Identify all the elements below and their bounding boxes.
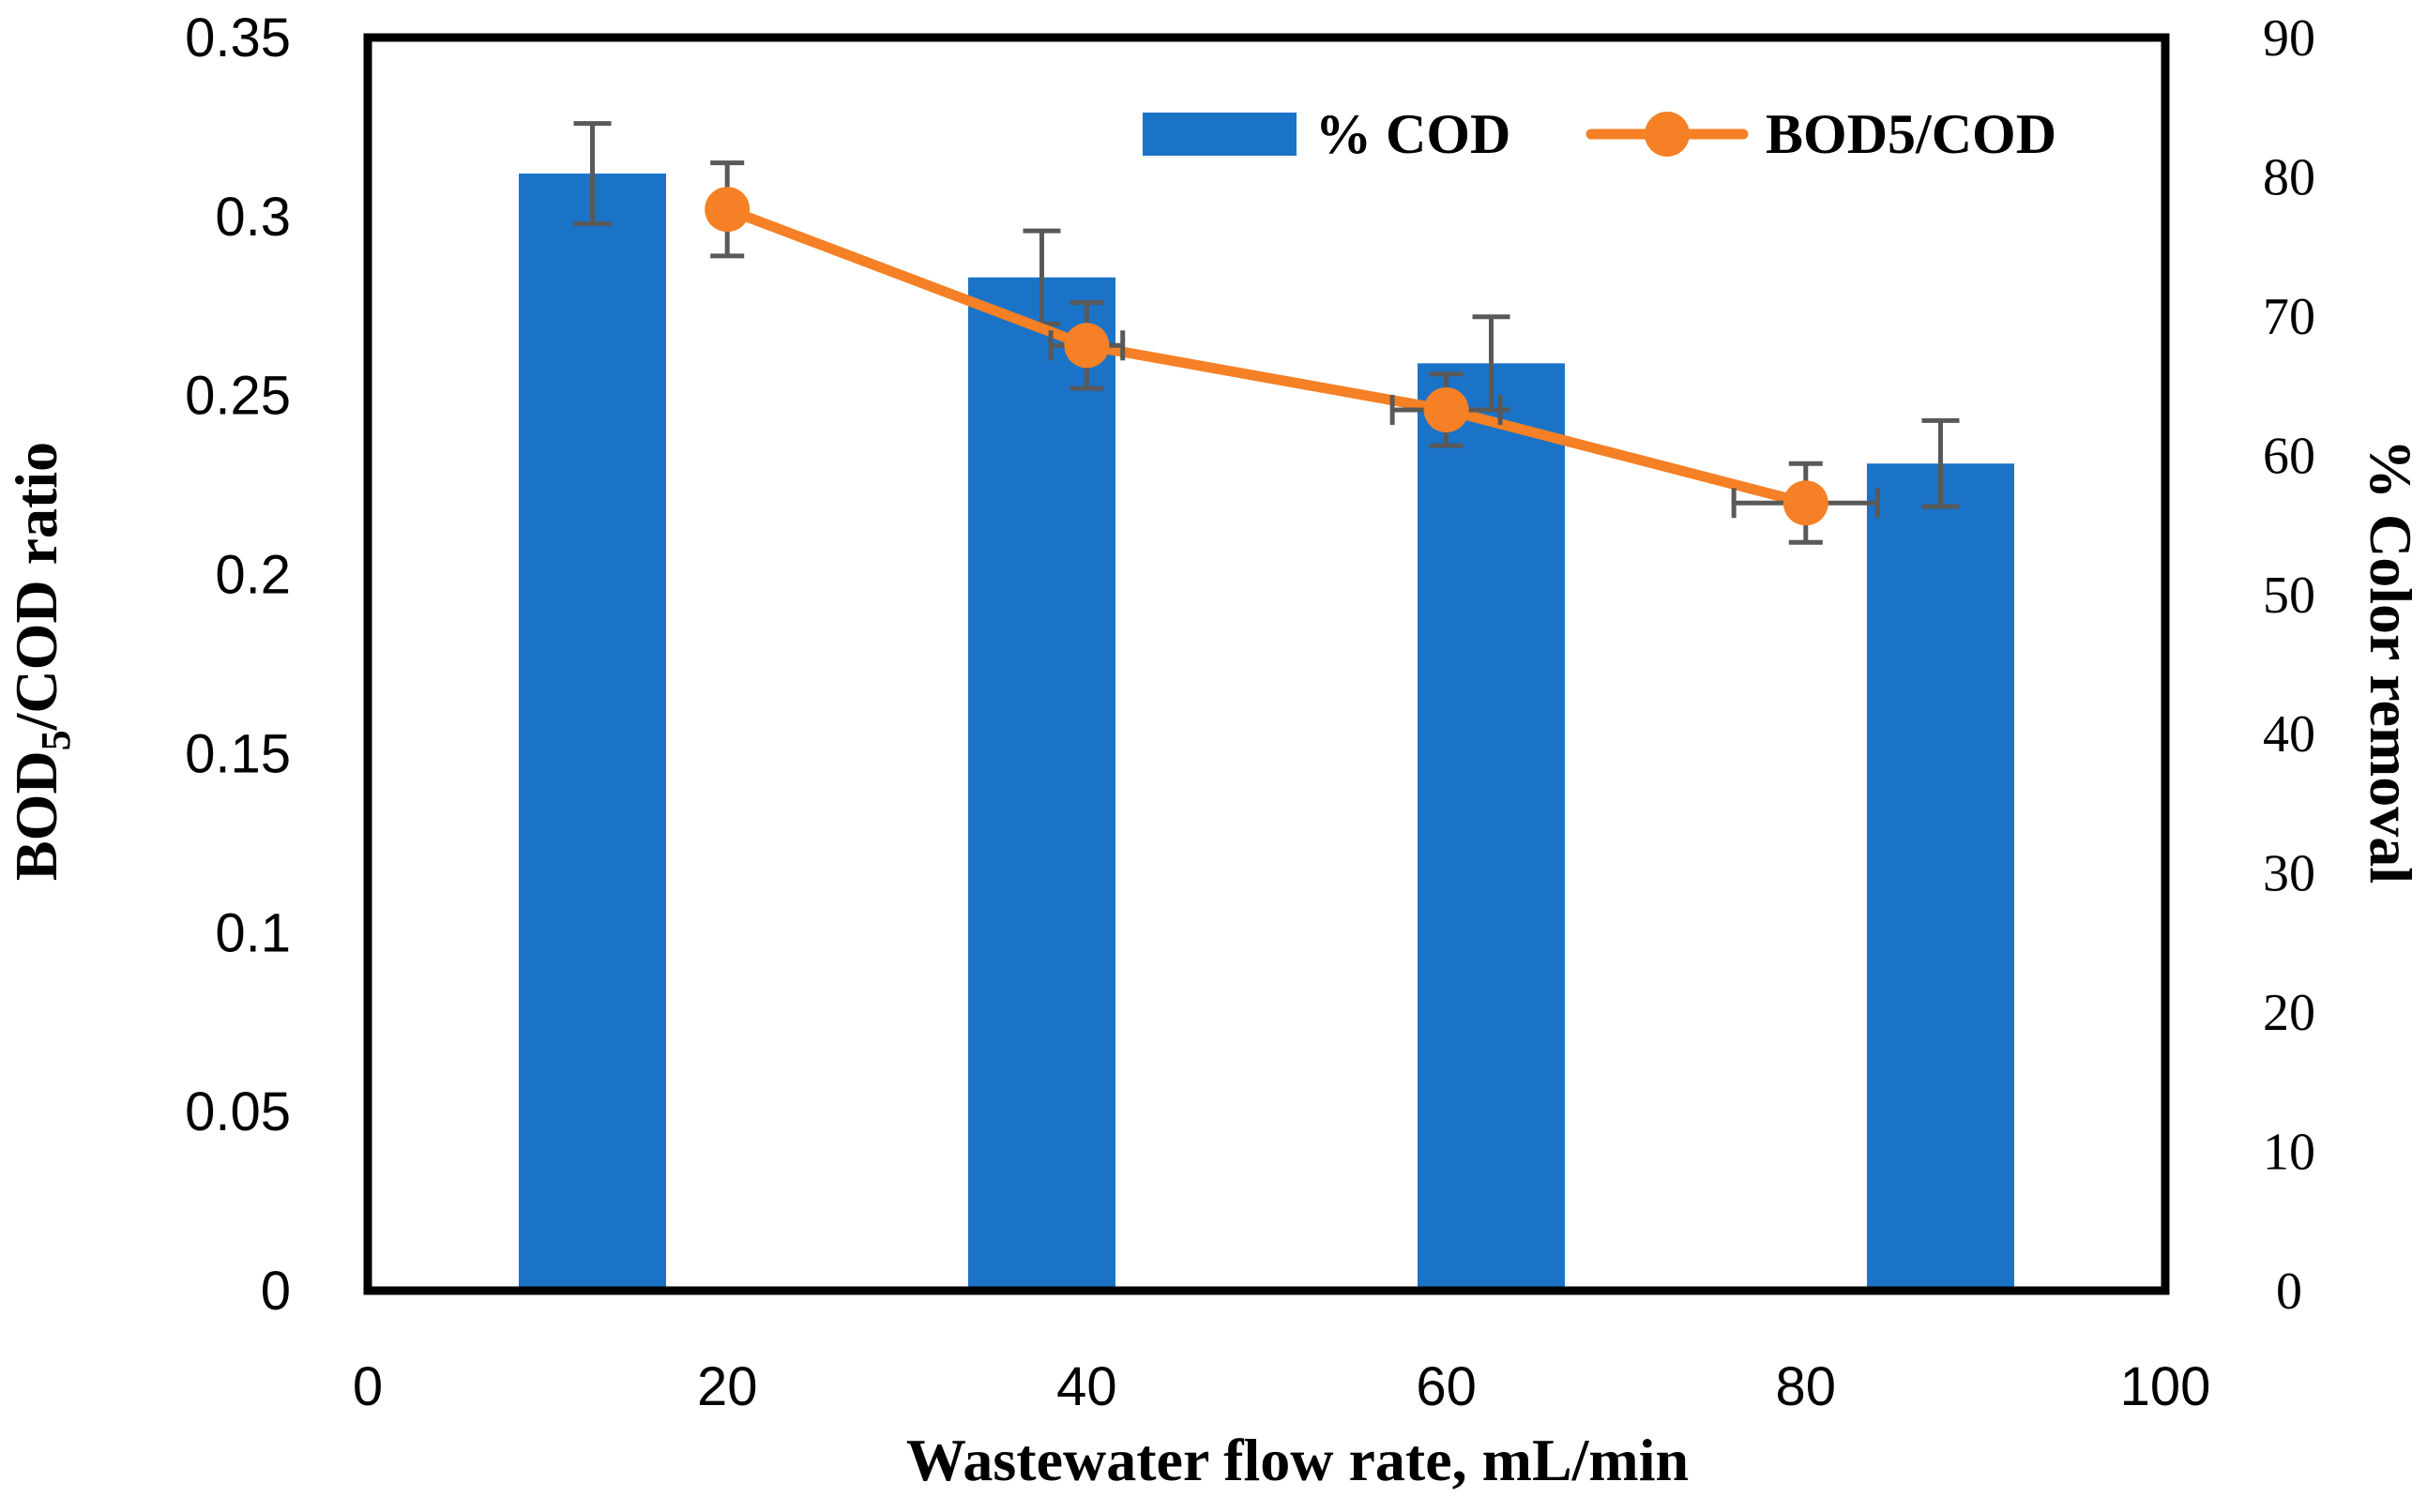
y-left-tick-label: 0: [261, 1261, 291, 1322]
x-tick-label: 100: [2120, 1356, 2211, 1417]
bod5-cod-line: [721, 204, 1812, 508]
bar-cod-2: [968, 277, 1115, 1292]
y-left-title-subscript: 5: [33, 730, 79, 750]
y-right-tick-label: 30: [2263, 845, 2315, 903]
legend-label-bod5-cod: BOD5/COD: [1766, 103, 2056, 165]
y-right-tick-label: 90: [2263, 9, 2315, 68]
y-left-axis-title: BOD5/COD ratio: [3, 442, 79, 881]
bod5-cod-point-3: [1423, 386, 1469, 432]
legend-swatch-bod5-cod-marker: [1645, 112, 1690, 157]
plot-border: [363, 33, 2170, 1295]
bar-cod-4: [1867, 463, 2014, 1291]
x-tick-label: 60: [1416, 1356, 1477, 1417]
x-axis-title: Wastewater flow rate, mL/min: [906, 1427, 1689, 1493]
x-tick-label: 40: [1056, 1356, 1117, 1417]
bod5-cod-point-1: [705, 187, 751, 233]
bar-cod-3: [1418, 363, 1565, 1291]
bar-error-bars: [573, 121, 1960, 509]
y-right-tick-label: 80: [2263, 148, 2315, 206]
legend-label-cod: % COD: [1315, 103, 1510, 165]
x-tick-label: 0: [353, 1356, 383, 1417]
y-right-tick-label: 40: [2263, 705, 2315, 764]
y-left-tick-label: 0.25: [185, 366, 291, 427]
y-right-tick-label: 60: [2263, 427, 2315, 485]
y-right-axis-title: % Color removal: [2358, 439, 2424, 884]
y-left-tick-label: 0.15: [185, 723, 291, 784]
x-tick-label: 80: [1776, 1356, 1837, 1417]
bar-cod-1: [519, 174, 666, 1292]
legend: % COD BOD5/COD: [1143, 103, 2056, 165]
left-axis-ticks: 0 0.05 0.1 0.15 0.2 0.25 0.3 0.35: [185, 8, 291, 1322]
legend-swatch-cod: [1143, 113, 1297, 156]
y-left-tick-label: 0.05: [185, 1081, 291, 1142]
y-right-tick-label: 10: [2263, 1124, 2315, 1182]
y-left-title-rest: /COD ratio: [3, 442, 69, 732]
y-right-tick-label: 0: [2276, 1263, 2302, 1321]
x-tick-label: 20: [697, 1356, 758, 1417]
y-right-tick-label: 20: [2263, 984, 2315, 1042]
y-left-tick-label: 0.3: [215, 187, 291, 248]
y-left-title-main: BOD: [3, 750, 69, 881]
right-axis-ticks: 0 10 20 30 40 50 60 70 80 90: [2263, 9, 2315, 1321]
bar-series-cod: [519, 174, 2014, 1292]
y-left-tick-label: 0.35: [185, 8, 291, 68]
bod5-cod-point-2: [1064, 323, 1110, 369]
y-right-tick-label: 50: [2263, 567, 2315, 625]
y-left-tick-label: 0.1: [215, 902, 291, 963]
bod5-cod-point-4: [1782, 480, 1828, 526]
y-left-tick-label: 0.2: [215, 545, 291, 606]
x-axis-ticks: 0 20 40 60 80 100: [353, 1356, 2211, 1417]
plot-frame: [363, 33, 2170, 1295]
y-right-tick-label: 70: [2263, 288, 2315, 346]
line-series-bod5-cod: [705, 160, 1880, 545]
